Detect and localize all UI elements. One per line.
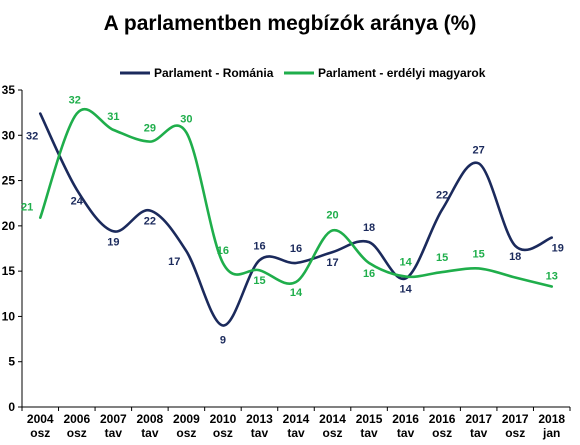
- legend: Parlament - Románia Parlament - erdélyi …: [120, 66, 486, 80]
- x-tick-label-year: 2016: [392, 412, 419, 426]
- x-tick-label-year: 2014: [283, 412, 310, 426]
- data-label-erdelyi: 14: [399, 257, 412, 269]
- x-tick-label-period: jan: [542, 426, 560, 440]
- data-labels: 32 24 19 22 17 9 16 16 17 18 14 22 27 18 19 21 32 31 29 30 1…: [21, 95, 564, 347]
- data-label-erdelyi: 16: [217, 245, 229, 257]
- y-tick-label: 10: [2, 309, 16, 323]
- data-label-erdelyi: 21: [21, 202, 33, 214]
- x-tick-label-year: 2015: [356, 412, 383, 426]
- data-label-erdelyi: 16: [363, 268, 375, 280]
- x-tick-label-period: osz: [432, 426, 452, 440]
- data-label-romania: 16: [253, 240, 265, 252]
- y-tick-label: 25: [2, 174, 16, 188]
- data-label-erdelyi: 13: [546, 271, 558, 283]
- data-label-erdelyi: 30: [180, 114, 192, 126]
- data-label-erdelyi: 15: [436, 252, 448, 264]
- y-tick-label: 0: [8, 400, 15, 414]
- y-tick-label: 30: [2, 128, 16, 142]
- data-label-romania: 32: [26, 131, 38, 143]
- data-label-erdelyi: 31: [107, 111, 119, 123]
- x-tick-label-period: tav: [397, 426, 415, 440]
- data-label-romania: 22: [144, 215, 156, 227]
- x-tick-label-year: 2014: [319, 412, 346, 426]
- data-label-erdelyi: 14: [290, 287, 303, 299]
- legend-label-romania: Parlament - Románia: [154, 66, 274, 80]
- data-label-erdelyi: 20: [326, 209, 338, 221]
- data-label-romania: 18: [509, 251, 521, 263]
- data-label-erdelyi: 32: [69, 95, 81, 107]
- x-tick-label-period: tav: [105, 426, 123, 440]
- data-label-erdelyi: 15: [253, 275, 265, 287]
- data-label-romania: 27: [473, 144, 485, 156]
- x-tick-label-year: 2018: [538, 412, 565, 426]
- data-label-romania: 17: [168, 256, 180, 268]
- chart-title: A parlamentben megbízók aránya (%): [104, 12, 477, 35]
- x-tick-label-year: 2009: [173, 412, 200, 426]
- data-label-romania: 19: [107, 236, 119, 248]
- data-label-erdelyi: 15: [473, 248, 485, 260]
- series-line-erdelyi: [38, 107, 554, 288]
- x-tick-label-period: osz: [176, 426, 196, 440]
- x-tick-label-year: 2008: [137, 412, 164, 426]
- x-tick-label-period: osz: [505, 426, 525, 440]
- y-tick-label: 35: [2, 83, 16, 97]
- x-tick-label-year: 2017: [502, 412, 529, 426]
- x-tick-label-year: 2010: [210, 412, 237, 426]
- x-tick-label-year: 2016: [429, 412, 456, 426]
- x-tick-label-period: tav: [287, 426, 305, 440]
- x-tick-label-year: 2017: [465, 412, 492, 426]
- data-label-romania: 24: [71, 196, 84, 208]
- x-tick-label-year: 2013: [246, 412, 273, 426]
- data-label-romania: 22: [436, 190, 448, 202]
- x-tick-label-year: 2006: [63, 412, 90, 426]
- x-tick-label-year: 2004: [27, 412, 54, 426]
- x-tick-label-year: 2007: [100, 412, 127, 426]
- x-tick-label-period: tav: [360, 426, 378, 440]
- data-label-romania: 18: [363, 222, 375, 234]
- y-tick-label: 20: [2, 219, 16, 233]
- x-tick-label-period: tav: [470, 426, 488, 440]
- x-tick-label-period: osz: [213, 426, 233, 440]
- legend-label-erdelyi: Parlament - erdélyi magyarok: [318, 66, 486, 80]
- data-label-romania: 14: [399, 283, 412, 295]
- x-tick-label-period: osz: [67, 426, 87, 440]
- data-label-romania: 19: [552, 243, 564, 255]
- data-label-erdelyi: 29: [144, 123, 156, 135]
- x-tick-label-period: osz: [30, 426, 50, 440]
- y-tick-label: 5: [8, 355, 15, 369]
- y-tick-label: 15: [2, 264, 16, 278]
- data-label-romania: 17: [326, 257, 338, 269]
- data-label-romania: 9: [220, 334, 226, 346]
- series-layer: [38, 107, 554, 327]
- series-line-romania: [38, 112, 554, 327]
- x-tick-label-period: tav: [251, 426, 269, 440]
- data-label-romania: 16: [290, 243, 302, 255]
- x-tick-label-period: osz: [323, 426, 343, 440]
- x-tick-label-period: tav: [141, 426, 159, 440]
- axes: 051015202530352004osz2006osz2007tav2008t…: [2, 83, 571, 440]
